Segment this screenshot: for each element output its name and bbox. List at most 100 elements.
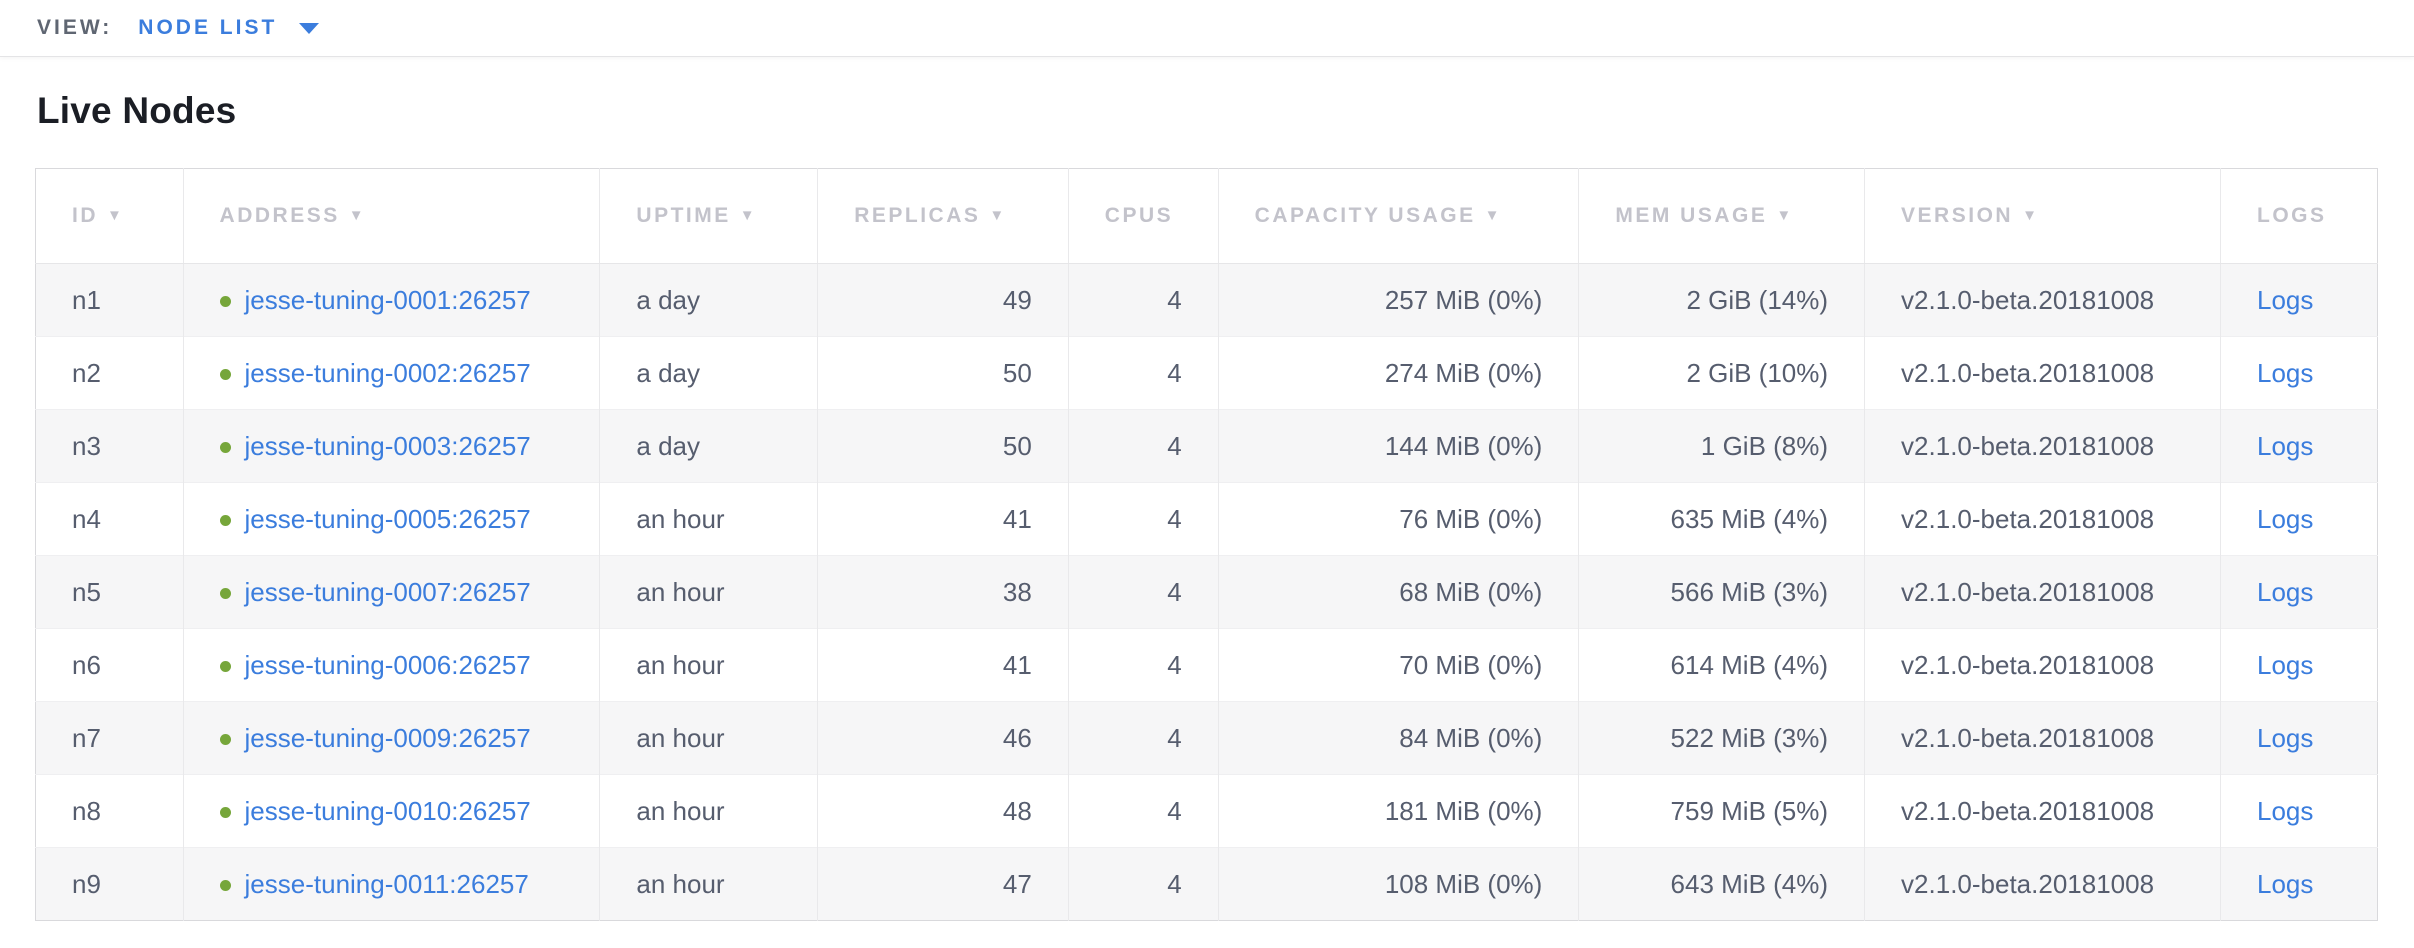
cell-version: v2.1.0-beta.20181008 [1864, 701, 2221, 775]
view-selected-value: NODE LIST [138, 16, 278, 39]
cell-uptime: an hour [599, 847, 818, 921]
cell-version: v2.1.0-beta.20181008 [1864, 482, 2221, 556]
cell-address: jesse-tuning-0007:26257 [182, 555, 600, 629]
logs-link[interactable]: Logs [2257, 284, 2314, 315]
column-header-label: CPUS [1104, 204, 1174, 227]
table-header-row: ID ▼ ADDRESS ▼ UPTIME ▼ REPLICAS ▼ CPUS CAPA… [35, 168, 2378, 264]
column-header-address[interactable]: ADDRESS ▼ [182, 168, 600, 264]
cell-node-id: n9 [35, 847, 184, 921]
node-address-link[interactable]: jesse-tuning-0011:26257 [244, 868, 529, 899]
sort-arrow-icon: ▼ [989, 207, 1007, 224]
column-header-mem-usage[interactable]: MEM USAGE ▼ [1578, 168, 1865, 264]
column-header-replicas[interactable]: REPLICAS ▼ [817, 168, 1069, 264]
node-address-link[interactable]: jesse-tuning-0009:26257 [244, 722, 531, 753]
cell-mem-usage: 522 MiB (3%) [1578, 701, 1865, 775]
node-row: n3 jesse-tuning-0003:26257 a day 50 4 144 MiB… [35, 409, 2378, 483]
logs-link[interactable]: Logs [2257, 795, 2314, 826]
node-address-link[interactable]: jesse-tuning-0007:26257 [244, 576, 531, 607]
node-address-link[interactable]: jesse-tuning-0005:26257 [244, 503, 531, 534]
cell-mem-usage: 614 MiB (4%) [1578, 628, 1865, 702]
cell-replicas: 41 [817, 482, 1069, 556]
column-header-label: VERSION [1901, 204, 2014, 227]
column-header-label: ID [72, 204, 98, 227]
cell-version: v2.1.0-beta.20181008 [1864, 774, 2221, 848]
page-title: Live Nodes [37, 90, 237, 131]
live-nodes-table-container: ID ▼ ADDRESS ▼ UPTIME ▼ REPLICAS ▼ CPUS CAPA… [35, 168, 2378, 921]
cell-capacity-usage: 108 MiB (0%) [1217, 847, 1579, 921]
nodes-table-body: n1 jesse-tuning-0001:26257 a day 49 4 257 MiB… [35, 263, 2378, 921]
caret-down-icon [299, 22, 320, 34]
sort-arrow-icon: ▼ [2022, 207, 2040, 224]
cell-node-id: n7 [35, 701, 184, 775]
cell-node-id: n3 [35, 409, 184, 483]
cell-replicas: 38 [817, 555, 1069, 629]
cell-replicas: 50 [817, 409, 1069, 483]
cell-logs: Logs [2220, 774, 2378, 848]
column-header-id[interactable]: ID ▼ [35, 168, 184, 264]
cell-cpus: 4 [1067, 263, 1219, 337]
node-address-link[interactable]: jesse-tuning-0001:26257 [244, 284, 531, 315]
cell-node-id: n6 [35, 628, 184, 702]
cell-address: jesse-tuning-0002:26257 [182, 336, 600, 410]
logs-link[interactable]: Logs [2257, 649, 2314, 680]
logs-link[interactable]: Logs [2257, 430, 2314, 461]
column-header-label: REPLICAS [854, 204, 981, 227]
cell-node-id: n2 [35, 336, 184, 410]
cell-mem-usage: 2 GiB (14%) [1578, 263, 1865, 337]
node-address-link[interactable]: jesse-tuning-0003:26257 [244, 430, 531, 461]
cell-version: v2.1.0-beta.20181008 [1864, 263, 2221, 337]
cell-node-id: n5 [35, 555, 184, 629]
node-address-link[interactable]: jesse-tuning-0002:26257 [244, 357, 531, 388]
column-header-capacity-usage[interactable]: CAPACITY USAGE ▼ [1217, 168, 1579, 264]
cell-mem-usage: 2 GiB (10%) [1578, 336, 1865, 410]
cell-address: jesse-tuning-0001:26257 [182, 263, 600, 337]
cell-replicas: 47 [817, 847, 1069, 921]
cell-node-id: n1 [35, 263, 184, 337]
cell-logs: Logs [2220, 555, 2378, 629]
cell-cpus: 4 [1067, 628, 1219, 702]
cell-logs: Logs [2220, 628, 2378, 702]
cell-mem-usage: 1 GiB (8%) [1578, 409, 1865, 483]
cell-capacity-usage: 144 MiB (0%) [1217, 409, 1579, 483]
cell-replicas: 46 [817, 701, 1069, 775]
cell-capacity-usage: 84 MiB (0%) [1217, 701, 1579, 775]
node-live-status-icon [219, 587, 231, 599]
live-nodes-table: ID ▼ ADDRESS ▼ UPTIME ▼ REPLICAS ▼ CPUS CAPA… [35, 168, 2378, 921]
cell-uptime: an hour [599, 628, 818, 702]
node-live-status-icon [219, 660, 231, 672]
logs-link[interactable]: Logs [2257, 722, 2314, 753]
node-row: n5 jesse-tuning-0007:26257 an hour 38 4 68 Mi… [35, 555, 2378, 629]
cell-capacity-usage: 76 MiB (0%) [1217, 482, 1579, 556]
cell-version: v2.1.0-beta.20181008 [1864, 847, 2221, 921]
cell-cpus: 4 [1067, 482, 1219, 556]
logs-link[interactable]: Logs [2257, 868, 2314, 899]
column-header-version[interactable]: VERSION ▼ [1864, 168, 2221, 264]
sort-arrow-icon: ▼ [739, 207, 758, 224]
cell-uptime: a day [599, 263, 818, 337]
node-address-link[interactable]: jesse-tuning-0006:26257 [244, 649, 531, 680]
cell-capacity-usage: 274 MiB (0%) [1217, 336, 1579, 410]
cell-mem-usage: 566 MiB (3%) [1578, 555, 1865, 629]
logs-link[interactable]: Logs [2257, 357, 2314, 388]
view-bar: VIEW: NODE LIST [0, 0, 2414, 57]
node-row: n2 jesse-tuning-0002:26257 a day 50 4 274 MiB… [35, 336, 2378, 410]
node-address-link[interactable]: jesse-tuning-0010:26257 [244, 795, 531, 826]
cell-mem-usage: 759 MiB (5%) [1578, 774, 1865, 848]
node-live-status-icon [219, 806, 231, 818]
cell-uptime: an hour [599, 482, 818, 556]
cell-node-id: n4 [35, 482, 184, 556]
node-row: n4 jesse-tuning-0005:26257 an hour 41 4 76 Mi… [35, 482, 2378, 556]
column-header-uptime[interactable]: UPTIME ▼ [599, 168, 818, 264]
view-selector-dropdown[interactable]: NODE LIST [138, 16, 320, 40]
view-label: VIEW: [37, 16, 113, 39]
node-live-status-icon [219, 368, 231, 380]
cell-cpus: 4 [1067, 847, 1219, 921]
cell-address: jesse-tuning-0003:26257 [182, 409, 600, 483]
logs-link[interactable]: Logs [2257, 503, 2314, 534]
cell-uptime: an hour [599, 701, 818, 775]
cell-uptime: an hour [599, 774, 818, 848]
logs-link[interactable]: Logs [2257, 576, 2314, 607]
cell-capacity-usage: 70 MiB (0%) [1217, 628, 1579, 702]
sort-arrow-icon: ▼ [1776, 207, 1794, 224]
cell-capacity-usage: 68 MiB (0%) [1217, 555, 1579, 629]
